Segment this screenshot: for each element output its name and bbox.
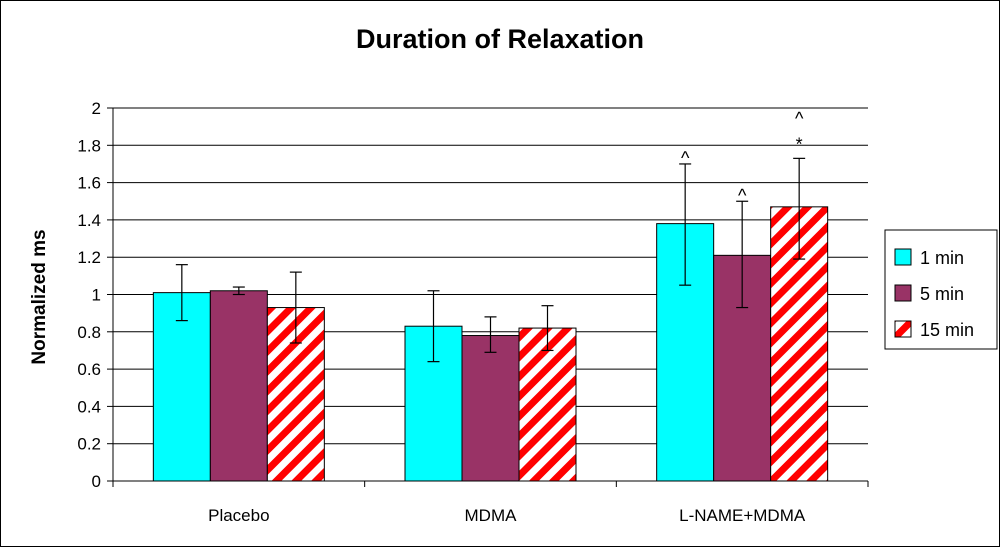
legend-label: 1 min bbox=[920, 248, 964, 268]
y-tick-label: 1.8 bbox=[77, 136, 101, 155]
y-tick-label: 1.2 bbox=[77, 248, 101, 267]
legend-swatch bbox=[894, 320, 912, 338]
category-label: L-NAME+MDMA bbox=[679, 506, 806, 525]
legend-swatch bbox=[894, 248, 912, 266]
y-tick-labels: 0 0.2 0.4 0.6 0.8 1 1.2 1.4 1.6 1.8 2 bbox=[77, 99, 101, 491]
annotation-mark: ^ bbox=[795, 108, 804, 128]
annotation-mark: * bbox=[796, 134, 803, 154]
bar bbox=[461, 335, 520, 482]
legend: 1 min 5 min 15 min bbox=[884, 229, 998, 350]
annotation-mark: ^ bbox=[681, 148, 690, 168]
y-tick-label: 2 bbox=[92, 99, 101, 118]
y-axis-label: Normalized ms bbox=[29, 229, 50, 364]
category-label: MDMA bbox=[465, 506, 518, 525]
chart-title: Duration of Relaxation bbox=[356, 24, 644, 54]
y-tick-label: 1 bbox=[92, 286, 101, 305]
y-tick-label: 0.6 bbox=[77, 360, 101, 379]
y-tick-label: 0.8 bbox=[77, 323, 101, 342]
error-bars bbox=[175, 157, 806, 363]
bar bbox=[152, 292, 211, 482]
y-tick-label: 1.4 bbox=[77, 211, 101, 230]
annotation-mark: ^ bbox=[738, 185, 747, 205]
y-tick-label: 0.4 bbox=[77, 397, 101, 416]
legend-label: 15 min bbox=[920, 320, 974, 340]
x-tick-labels: Placebo MDMA L-NAME+MDMA bbox=[208, 506, 806, 525]
legend-swatch bbox=[894, 284, 912, 302]
axes bbox=[107, 107, 869, 487]
annotations: ^ ^ * ^ bbox=[681, 108, 804, 205]
legend-label: 5 min bbox=[920, 284, 964, 304]
bar bbox=[209, 290, 268, 482]
bar bbox=[518, 327, 577, 482]
y-tick-label: 0.2 bbox=[77, 435, 101, 454]
category-label: Placebo bbox=[208, 506, 269, 525]
y-tick-label: 0 bbox=[92, 472, 101, 491]
y-tick-label: 1.6 bbox=[77, 174, 101, 193]
